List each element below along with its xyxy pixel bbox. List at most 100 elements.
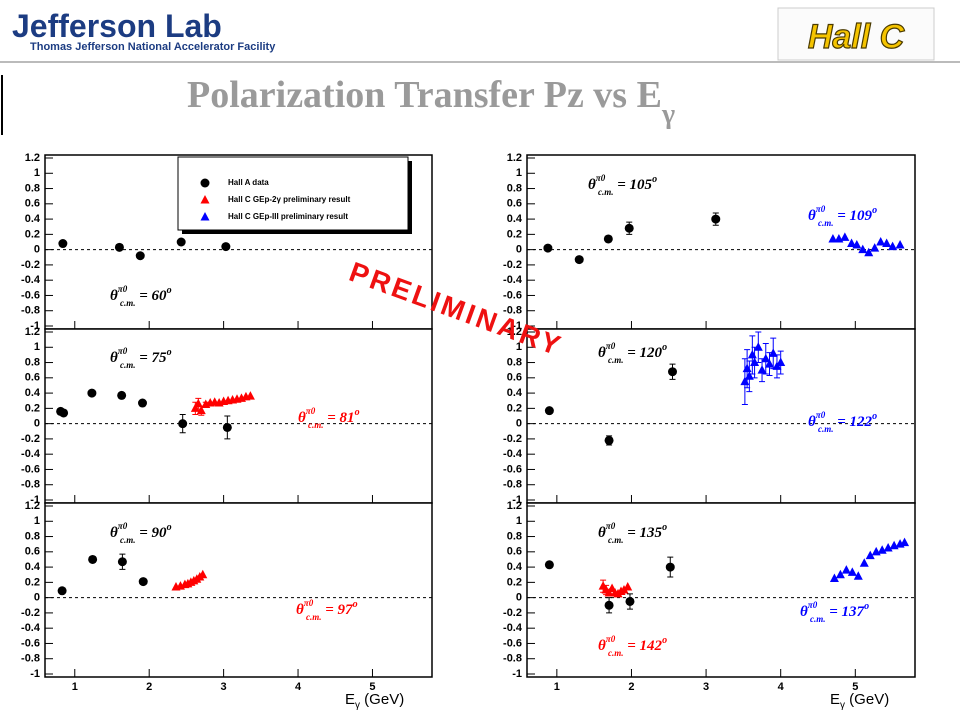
- y-tick-label: 0: [34, 592, 40, 604]
- annotation-sup: π0: [118, 284, 128, 294]
- plot-frame: [44, 328, 433, 504]
- data-point: [853, 571, 863, 580]
- annotation-symbol: θ: [588, 177, 596, 193]
- annotation-sub: c.m.: [608, 648, 624, 658]
- data-point: [840, 232, 850, 241]
- data-point: [829, 573, 839, 583]
- annotation-text: = 135: [624, 525, 663, 541]
- y-tick-label: 1: [516, 167, 522, 179]
- data-point: [88, 554, 98, 564]
- y-tick-label: 0.6: [25, 198, 40, 210]
- annotation-sub: c.m.: [608, 355, 624, 365]
- data-point: [711, 214, 721, 224]
- data-point: [138, 577, 148, 587]
- x-axis-label-sub: γ: [840, 700, 845, 711]
- y-tick-label: -0.8: [503, 479, 522, 491]
- annotation-unit: o: [662, 342, 667, 353]
- x-tick-label: 5: [852, 681, 858, 693]
- panel: -1 -0.8 -0.6 -0.4 -0.2 0 0.2 0.4 0.6 0.8 1 1.2 1 2 3 4 5…: [503, 500, 916, 711]
- data-point: [828, 233, 838, 243]
- annotation: θπ0 c.m. = 75o: [110, 346, 172, 370]
- annotation-symbol: θ: [808, 414, 816, 430]
- data-point: [900, 537, 910, 547]
- x-tick-label: 3: [703, 681, 709, 693]
- annotation-text: = 97: [322, 602, 354, 618]
- data-point: [625, 596, 635, 606]
- data-point: [117, 390, 127, 400]
- annotation: θπ0 c.m. = 97o: [296, 598, 358, 622]
- data-point: [604, 435, 614, 445]
- data-point: [176, 237, 186, 247]
- x-tick-label: 4: [778, 681, 785, 693]
- charts: -1 -0.8 -0.6 -0.4 -0.2 0 0.2 0.4 0.6 0.8 1 1.2 Hall …: [21, 152, 916, 711]
- data-point: [196, 405, 206, 415]
- annotation-sup: π0: [306, 406, 316, 416]
- y-tick-label: -1: [30, 494, 40, 506]
- annotation-symbol: θ: [598, 638, 606, 654]
- y-tick-label: 1.2: [507, 500, 522, 512]
- y-tick-label: -1: [30, 668, 40, 680]
- annotation-sub: c.m.: [120, 298, 136, 308]
- y-tick-label: -1: [512, 668, 522, 680]
- y-tick-label: 0.8: [507, 530, 522, 542]
- y-tick-label: 0.8: [25, 356, 40, 368]
- y-tick-label: -0.4: [21, 448, 41, 460]
- data-point: [882, 238, 892, 248]
- annotation-sub: c.m.: [120, 360, 136, 370]
- annotation-unit: o: [167, 522, 172, 533]
- y-tick-label: -0.4: [21, 622, 41, 634]
- y-tick-label: 1: [34, 167, 40, 179]
- y-tick-label: 0.8: [25, 530, 40, 542]
- y-tick-label: -0.4: [503, 448, 523, 460]
- panel: -1 -0.8 -0.6 -0.4 -0.2 0 0.2 0.4 0.6 0.8 1 1.2 Hall …: [21, 152, 433, 332]
- annotation-symbol: θ: [808, 208, 816, 224]
- annotation-symbol: θ: [110, 350, 118, 366]
- annotation: θπ0 c.m. = 137o: [800, 600, 869, 624]
- x-tick-label: 2: [628, 681, 634, 693]
- annotation-symbol: θ: [598, 525, 606, 541]
- y-tick-label: 0: [34, 244, 40, 256]
- annotation-sup: π0: [118, 521, 128, 531]
- y-tick-label: 0.2: [507, 228, 522, 240]
- y-tick-label: -1: [512, 320, 522, 332]
- data-point: [859, 558, 869, 567]
- y-tick-label: 0: [34, 418, 40, 430]
- data-point: [245, 391, 255, 400]
- annotation-unit: o: [872, 411, 877, 422]
- data-point: [895, 240, 905, 249]
- annotation-sup: π0: [816, 410, 826, 420]
- annotation-unit: o: [167, 285, 172, 296]
- y-tick-label: 0.4: [507, 213, 523, 225]
- y-tick-label: 0.4: [507, 561, 523, 573]
- data-point: [178, 419, 188, 429]
- y-tick-label: -0.6: [503, 289, 522, 301]
- y-tick-label: -0.4: [503, 622, 523, 634]
- data-point: [221, 242, 231, 252]
- data-point: [623, 581, 633, 591]
- annotation-text: = 137: [826, 604, 865, 620]
- y-tick-label: 0.8: [507, 356, 522, 368]
- y-tick-label: 0.2: [25, 402, 40, 414]
- data-point: [544, 560, 554, 570]
- y-tick-label: -0.4: [503, 274, 523, 286]
- x-tick-label: 2: [146, 681, 152, 693]
- y-tick-label: 0: [516, 418, 522, 430]
- y-tick-label: 0.6: [25, 372, 40, 384]
- y-tick-label: -0.6: [503, 463, 522, 475]
- y-tick-label: 0: [516, 244, 522, 256]
- data-point: [841, 565, 851, 574]
- annotation-sub: c.m.: [810, 614, 826, 624]
- data-point: [865, 550, 875, 560]
- data-point: [87, 388, 97, 398]
- y-tick-label: 1: [34, 341, 40, 353]
- x-tick-label: 1: [554, 681, 560, 693]
- annotation-text: = 75: [136, 350, 168, 366]
- x-axis-label-sub: γ: [355, 700, 360, 711]
- y-tick-label: 1.2: [507, 152, 522, 164]
- slide-title: Polarization Transfer Pz vs Eγ: [187, 74, 675, 130]
- x-axis-label-unit: (GeV): [360, 691, 404, 708]
- y-tick-label: -0.6: [21, 637, 40, 649]
- data-point: [757, 365, 767, 374]
- annotation-sup: π0: [606, 521, 616, 531]
- data-point: [761, 353, 771, 363]
